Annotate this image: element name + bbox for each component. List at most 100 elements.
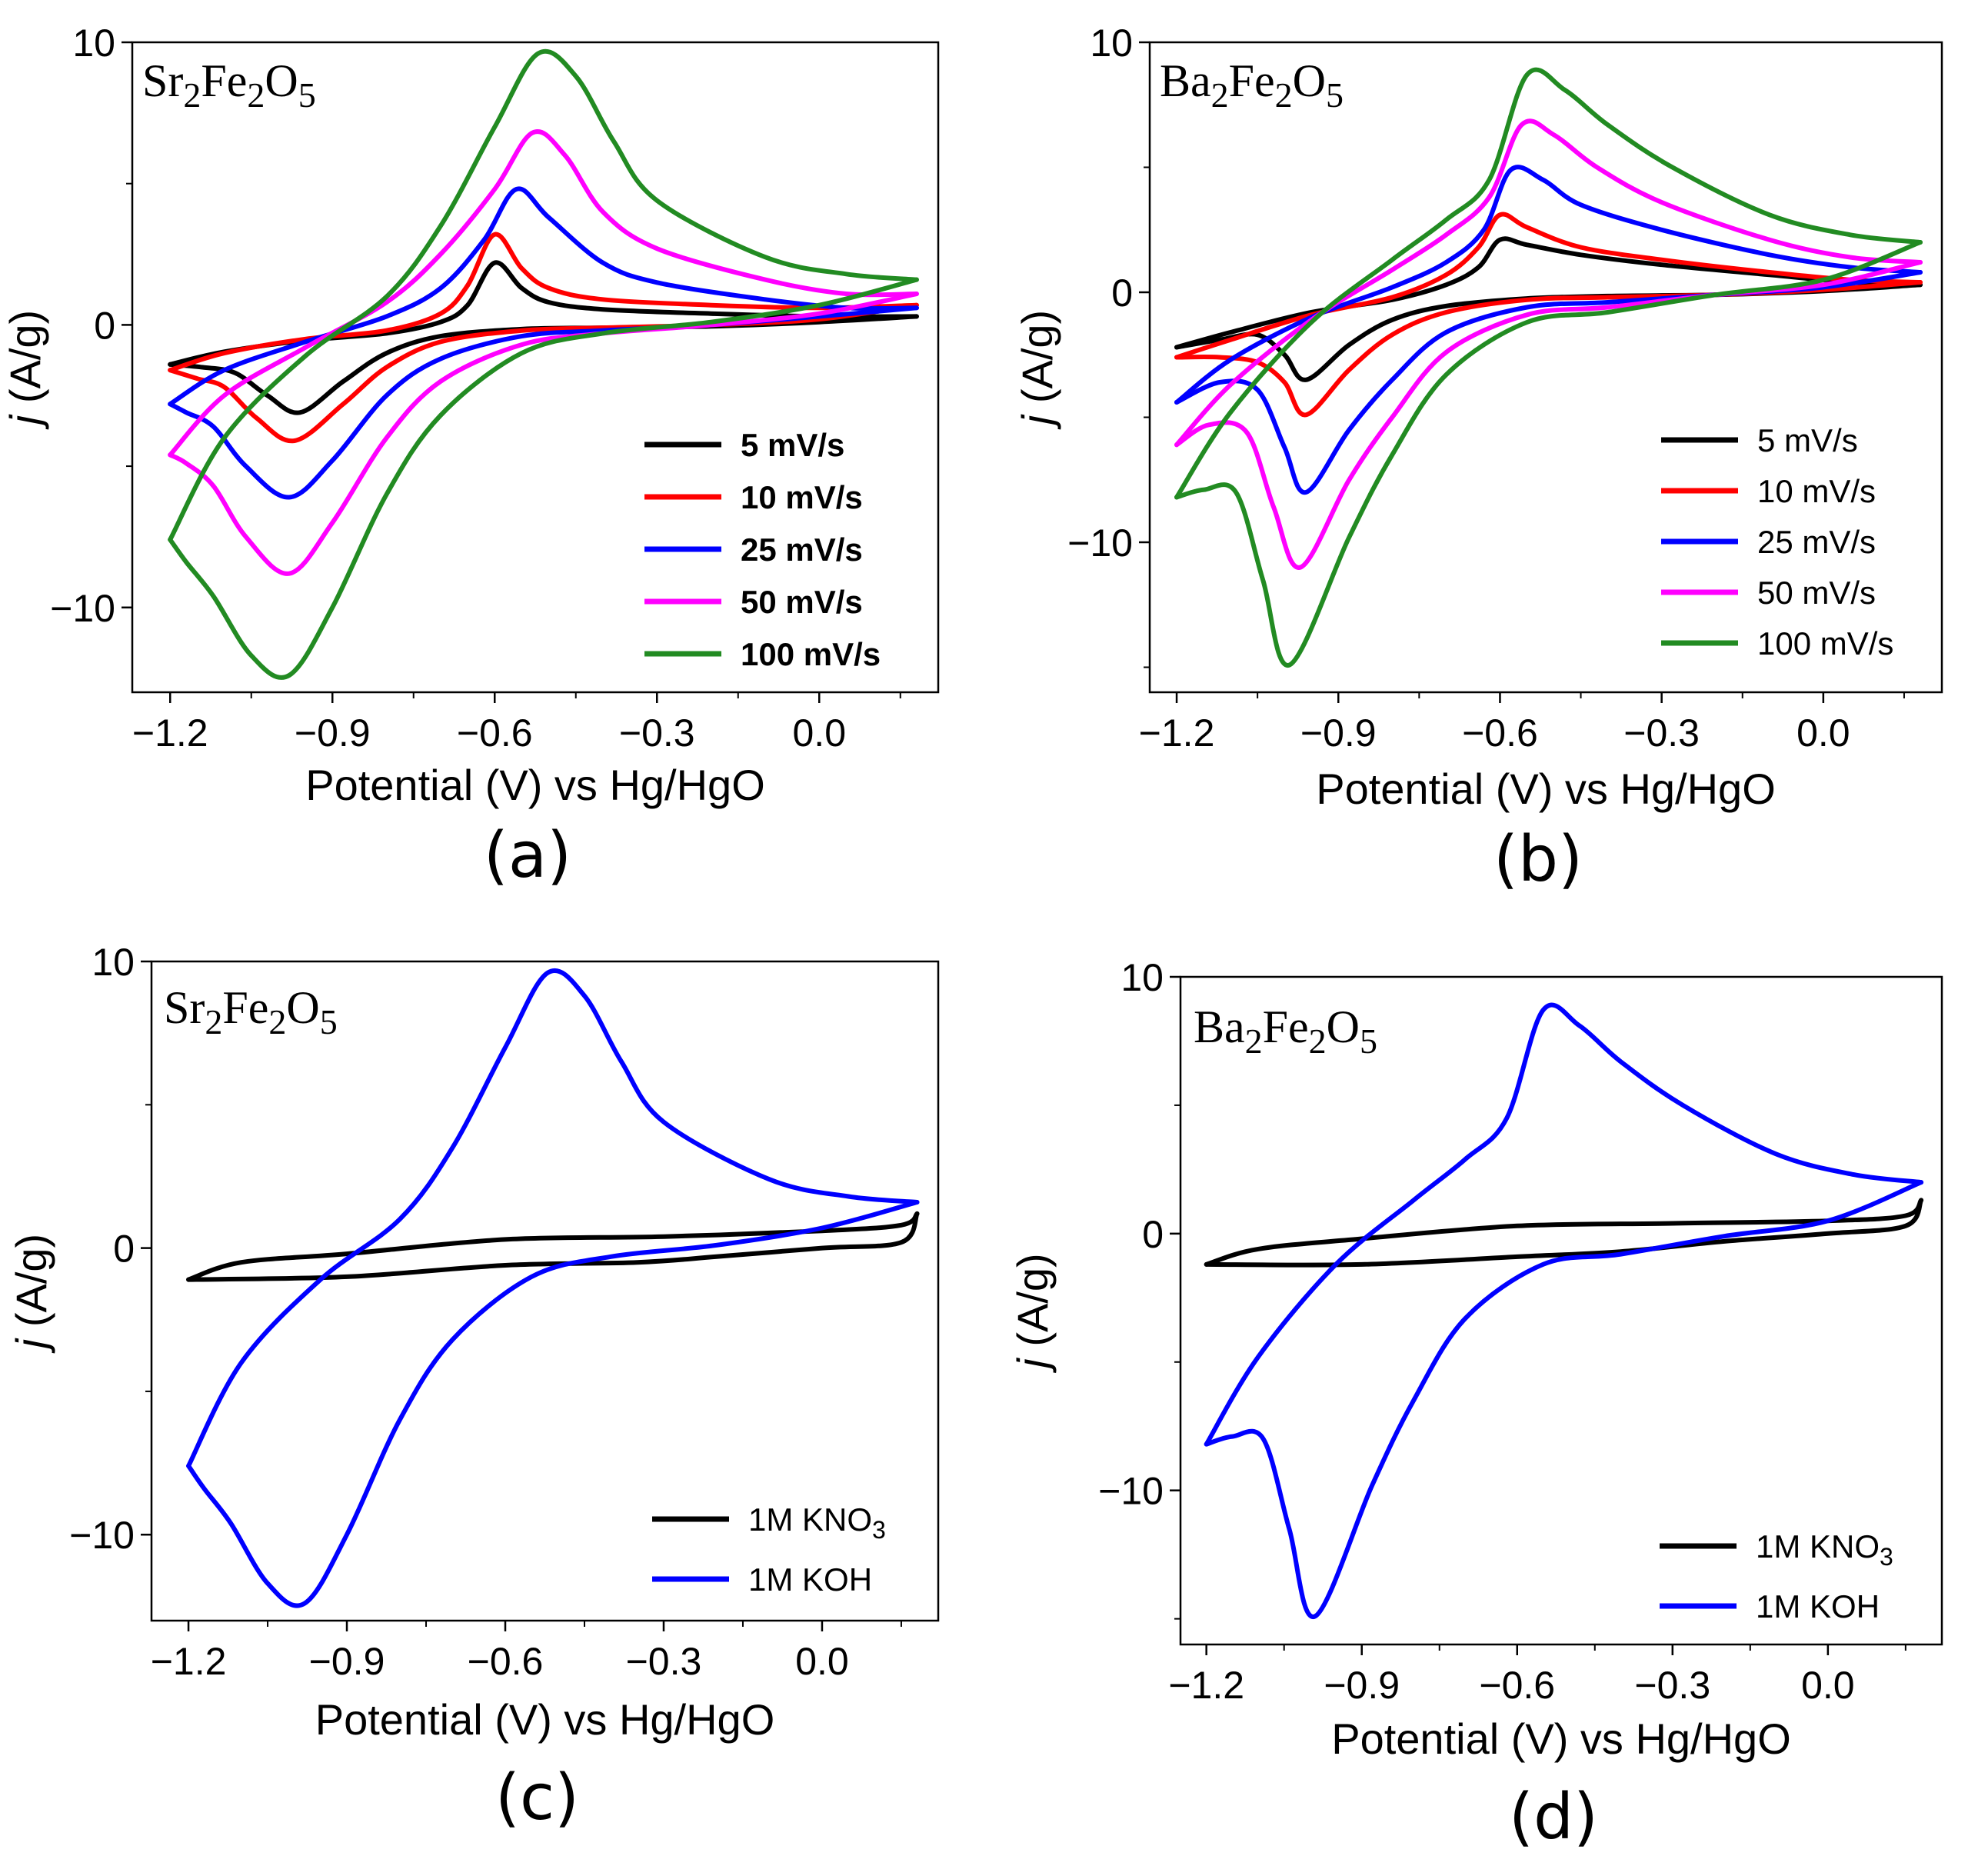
y-tick-label: 10	[72, 22, 115, 65]
y-axis-label-italic: j	[1013, 414, 1061, 430]
y-tick-label: −10	[1098, 1470, 1164, 1513]
cv-curve-cathodic-100-mv-s	[168, 277, 919, 680]
x-tick-label: 0.0	[795, 1640, 849, 1683]
x-axis-label: Potential (V) vs Hg/HgO	[315, 1695, 775, 1744]
y-axis-label-italic: j	[1008, 1358, 1057, 1374]
plot-frame	[131, 41, 940, 694]
x-tick-label: −0.9	[309, 1640, 385, 1683]
x-tick-label: −0.9	[295, 711, 371, 755]
legend-label: 1M KNO3	[748, 1501, 886, 1544]
legend-label-main: 1M KNO	[1756, 1528, 1880, 1564]
y-axis-label-unit: (A/g)	[1008, 1253, 1057, 1358]
formula-part: O	[1327, 1001, 1360, 1052]
cv-curve-anodic-10-mv-s	[168, 232, 919, 373]
panel-d: −1.2 −0.9 −0.6 −0.3 0.0 −10 0 10 Potential (V) v…	[1008, 956, 1943, 1854]
series-curves	[1174, 67, 1923, 668]
y-axis-label-unit: (A/g)	[1013, 310, 1061, 415]
x-tick-label: −0.3	[1634, 1664, 1710, 1707]
y-tick-label: 0	[1142, 1213, 1164, 1256]
legend-label-main: 1M KNO	[748, 1501, 872, 1538]
legend-label: 10 mV/s	[1757, 473, 1876, 509]
y-tick-label: 10	[1090, 22, 1133, 65]
x-tick-label: −1.2	[151, 1640, 227, 1683]
x-tick-label: −0.6	[457, 711, 533, 755]
plot-frame	[150, 960, 940, 1622]
x-axis-label: Potential (V) vs Hg/HgO	[1331, 1714, 1791, 1763]
formula-subscript: 2	[1275, 75, 1293, 115]
cv-curve-cathodic-50-mv-s	[168, 292, 919, 576]
cv-curve-anodic-1m-koh	[186, 968, 920, 1468]
legend-label: 1M KOH	[748, 1561, 872, 1598]
x-tick-label: −1.2	[132, 711, 208, 755]
x-tick-label: −0.6	[1462, 711, 1538, 755]
y-tick-label: 10	[92, 941, 135, 984]
x-tick-label: 0.0	[1797, 711, 1850, 755]
panel-c: −1.2 −0.9 −0.6 −0.3 0.0 −10 0 10 Potential (V) v…	[7, 941, 940, 1834]
y-axis-label: j (A/g)	[7, 1234, 55, 1354]
sample-formula: Ba2Fe2O5	[1160, 55, 1344, 115]
y-axis-label: j (A/g)	[1008, 1253, 1057, 1373]
x-tick-label: −0.9	[1324, 1664, 1400, 1707]
cv-curve-anodic-25-mv-s	[168, 186, 919, 407]
y-tick-label: −10	[69, 1514, 135, 1557]
y-axis-label: j (A/g)	[1, 310, 49, 430]
sample-formula: Sr2Fe2O5	[142, 55, 316, 115]
formula-subscript: 5	[1326, 75, 1344, 115]
cv-curve-anodic-1m-kno3	[186, 1211, 920, 1282]
y-tick-label: 0	[1111, 272, 1133, 315]
legend-label: 25 mV/s	[1757, 524, 1876, 560]
formula-part: Fe	[1229, 55, 1275, 106]
cv-curve-cathodic-25-mv-s	[1174, 270, 1923, 495]
y-tick-label: 0	[113, 1228, 135, 1271]
cv-curve-anodic-50-mv-s	[168, 129, 919, 458]
cv-curve-cathodic-10-mv-s	[168, 302, 919, 444]
formula-part: Fe	[201, 55, 247, 106]
panel-label: (c)	[495, 1761, 579, 1834]
cv-curve-anodic-100-mv-s	[1174, 67, 1923, 500]
sample-formula: Sr2Fe2O5	[164, 982, 338, 1041]
legend-label: 100 mV/s	[1757, 625, 1893, 661]
x-tick-label: 0.0	[1801, 1664, 1855, 1707]
panel-b: −1.2 −0.9 −0.6 −0.3 0.0 −10 0 10 Potential (V) v…	[1013, 22, 1943, 896]
formula-part: Fe	[222, 982, 268, 1033]
formula-part: O	[286, 982, 319, 1033]
x-tick-label: −0.6	[468, 1640, 544, 1683]
y-tick-label: 10	[1121, 956, 1164, 999]
x-axis-label: Potential (V) vs Hg/HgO	[305, 761, 765, 809]
panel-label: (a)	[484, 819, 571, 892]
legend-label: 100 mV/s	[741, 636, 881, 672]
series-curves	[168, 48, 919, 680]
formula-part: Ba	[1194, 1001, 1245, 1052]
cv-curve-cathodic-1m-koh	[1204, 1180, 1924, 1619]
cv-curve-cathodic-100-mv-s	[1174, 240, 1923, 668]
x-tick-label: −0.3	[626, 1640, 702, 1683]
plot-frame	[1179, 975, 1943, 1646]
legend-label: 1M KNO3	[1756, 1528, 1893, 1571]
formula-subscript: 2	[247, 75, 265, 115]
cv-curve-cathodic-25-mv-s	[168, 305, 919, 500]
plot-frame	[1148, 41, 1943, 694]
x-tick-label: −0.3	[1623, 711, 1700, 755]
y-tick-label: −10	[1067, 521, 1133, 565]
cv-curve-anodic-5-mv-s	[1174, 236, 1923, 350]
panel-label: (b)	[1493, 823, 1583, 896]
y-tick-label: 0	[94, 304, 115, 347]
formula-subscript: 5	[298, 75, 316, 115]
formula-part: Sr	[142, 55, 183, 106]
legend-label: 10 mV/s	[741, 479, 863, 515]
panel-label: (d)	[1509, 1781, 1598, 1854]
panel-a: −1.2 −0.9 −0.6 −0.3 0.0 −10 0 10 Potential (V) v…	[1, 22, 940, 892]
cv-curve-cathodic-1m-koh	[186, 1200, 920, 1608]
x-tick-label: −1.2	[1139, 711, 1215, 755]
y-axis-label-italic: j	[7, 1338, 55, 1354]
formula-part: O	[265, 55, 298, 106]
y-tick-label: −10	[50, 587, 115, 630]
legend-label: 5 mV/s	[1757, 422, 1858, 458]
formula-part: Ba	[1160, 55, 1211, 106]
cv-curve-anodic-50-mv-s	[1174, 118, 1923, 448]
legend-label-subscript: 3	[872, 1516, 886, 1544]
series-curves	[186, 968, 920, 1608]
